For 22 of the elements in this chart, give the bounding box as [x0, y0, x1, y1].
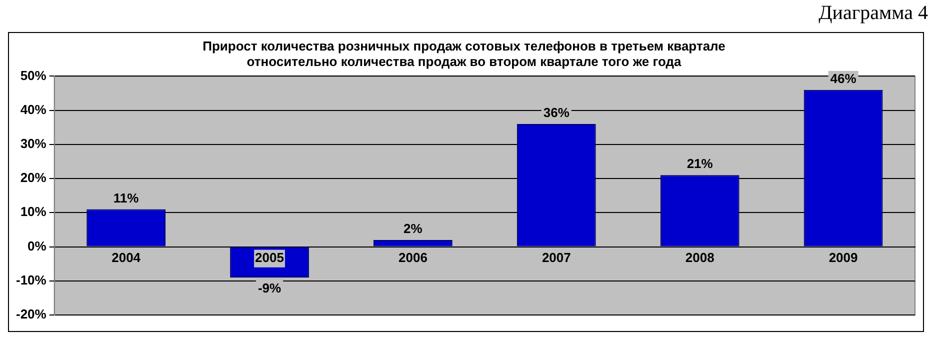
y-tick-label: 50%	[20, 68, 47, 83]
x-tick-label: 2006	[398, 250, 428, 266]
x-tick-label: 2004	[112, 250, 142, 266]
data-label: 21%	[686, 156, 714, 172]
x-tick-label: 2009	[828, 250, 858, 266]
y-tick-label: -20%	[16, 306, 47, 322]
y-tick-label: 0%	[28, 238, 47, 254]
data-label: 46%	[830, 70, 857, 86]
y-tick-label: 30%	[20, 136, 47, 152]
y-tick-label: -10%	[16, 272, 47, 288]
y-tick-label: 20%	[20, 170, 47, 186]
data-label: 2%	[404, 221, 423, 236]
y-tick-label: 10%	[20, 204, 47, 220]
text: Диаграмма 4	[818, 2, 928, 25]
data-label: 11%	[113, 190, 140, 206]
chart-title: Прирост количества розничных продаж сотовых телефонов в третьем квартале относительно количества продаж во втором квартале того же года	[202, 38, 726, 69]
data-label: 36%	[543, 105, 570, 120]
data-label: -9%	[258, 280, 282, 296]
x-tick-label: 2008	[685, 250, 714, 266]
x-tick-label: 2007	[542, 250, 571, 266]
y-tick-label: 40%	[20, 102, 47, 117]
x-tick-label: 2005	[255, 250, 284, 266]
